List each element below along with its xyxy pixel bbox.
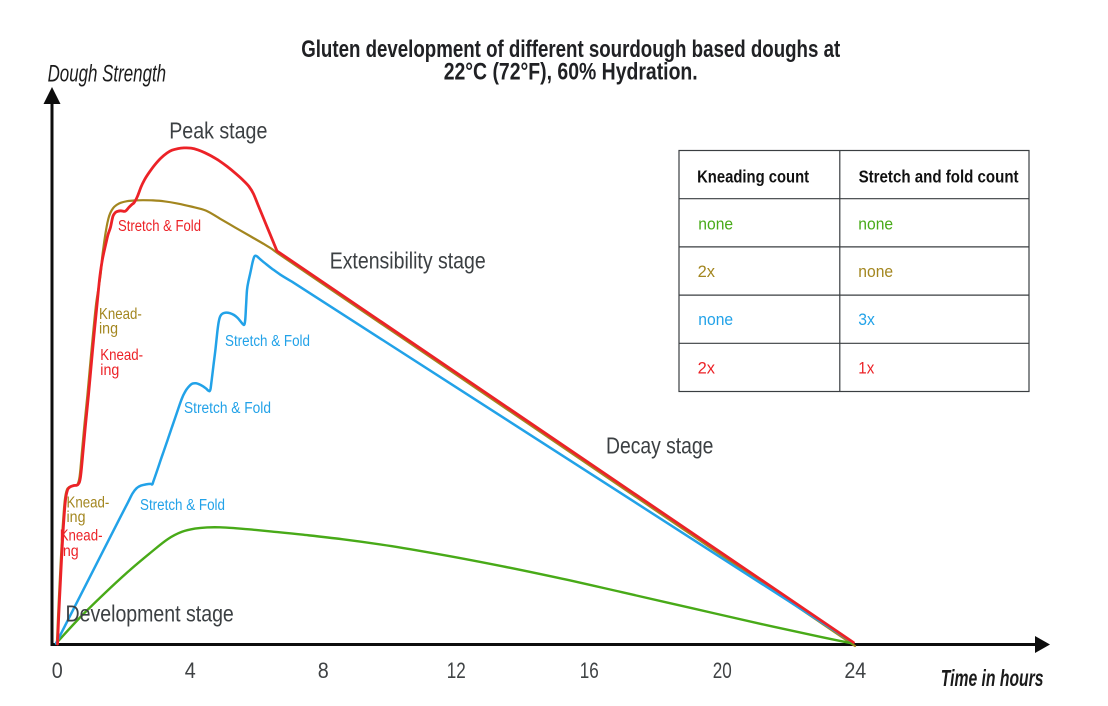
svg-text:Dough Strength: Dough Strength (48, 60, 167, 87)
svg-text:none: none (698, 310, 733, 329)
svg-text:Peak stage: Peak stage (169, 118, 267, 144)
svg-text:ing: ing (60, 543, 79, 560)
svg-text:Kneading count: Kneading count (697, 167, 809, 187)
svg-text:Knead-: Knead- (99, 306, 142, 323)
svg-text:3x: 3x (858, 310, 875, 329)
svg-text:Extensibility stage: Extensibility stage (330, 248, 486, 274)
svg-text:24: 24 (844, 658, 866, 683)
svg-text:Stretch & Fold: Stretch & Fold (140, 497, 225, 514)
svg-text:0: 0 (52, 658, 63, 683)
svg-text:Knead-: Knead- (67, 494, 110, 511)
svg-text:Stretch & Fold: Stretch & Fold (225, 333, 310, 350)
svg-text:none: none (858, 262, 893, 281)
svg-text:22°C (72°F), 60% Hydration.: 22°C (72°F), 60% Hydration. (444, 59, 698, 86)
svg-text:2x: 2x (698, 358, 716, 377)
svg-text:ing: ing (99, 321, 118, 338)
svg-text:Decay stage: Decay stage (606, 433, 713, 459)
svg-text:Knead-: Knead- (60, 528, 103, 545)
svg-text:none: none (858, 214, 893, 233)
svg-text:ing: ing (67, 509, 86, 526)
svg-text:16: 16 (580, 658, 599, 683)
svg-text:8: 8 (318, 658, 329, 683)
svg-text:Time in hours: Time in hours (941, 665, 1044, 691)
svg-text:20: 20 (713, 658, 732, 683)
svg-text:Stretch & Fold: Stretch & Fold (118, 218, 201, 235)
svg-text:Stretch and fold count: Stretch and fold count (859, 167, 1019, 187)
svg-text:Gluten development of differen: Gluten development of different sourdoug… (301, 36, 840, 63)
svg-text:2x: 2x (698, 262, 716, 281)
svg-text:4: 4 (185, 658, 196, 683)
svg-text:ing: ing (100, 362, 119, 379)
svg-text:Stretch & Fold: Stretch & Fold (184, 400, 271, 417)
svg-text:Knead-: Knead- (100, 347, 143, 364)
svg-text:Development stage: Development stage (66, 600, 234, 626)
svg-text:1x: 1x (858, 358, 874, 377)
svg-text:none: none (698, 214, 733, 233)
svg-text:12: 12 (447, 658, 466, 683)
